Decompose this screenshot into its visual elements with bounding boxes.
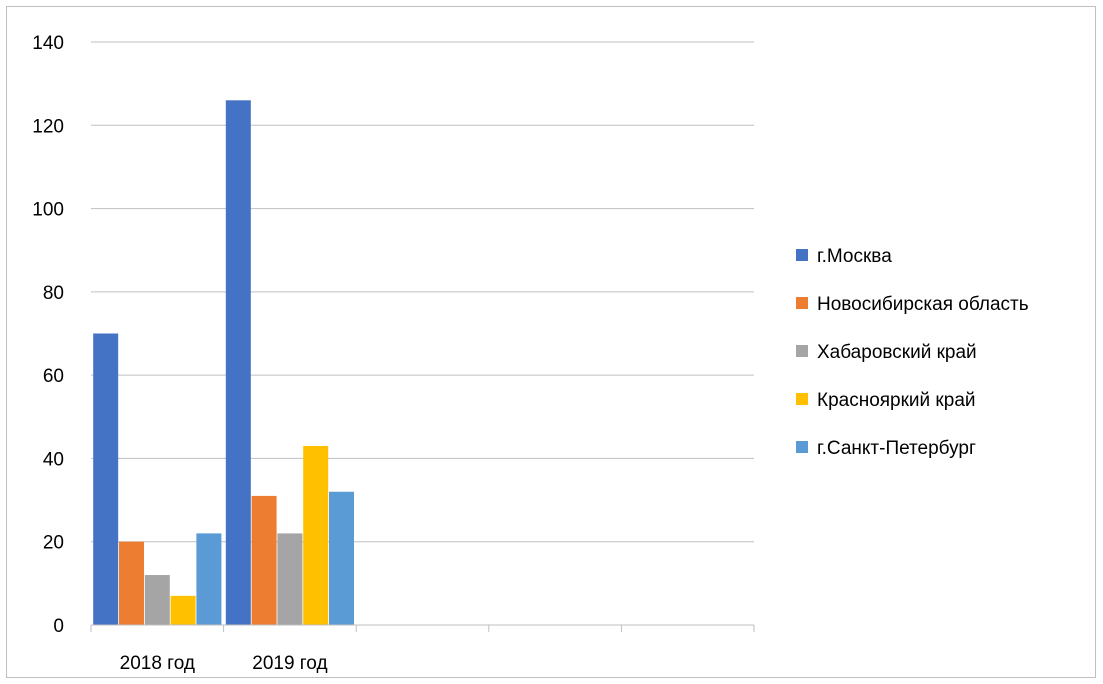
y-tick-label: 20: [43, 533, 64, 554]
bar: [196, 533, 222, 625]
bar: [303, 445, 329, 625]
legend-label: Хабаровский край: [817, 342, 977, 363]
x-tick-label: 2019 год: [252, 653, 327, 674]
y-tick-label: 40: [43, 449, 64, 470]
x-axis: 2018 год 2019 год: [90, 624, 755, 674]
bar: [93, 333, 119, 625]
y-tick-label: 120: [32, 116, 64, 137]
x-tick-label: 2018 год: [120, 653, 195, 674]
y-tick-label: 80: [43, 283, 64, 304]
bar: [251, 495, 277, 625]
bars: [93, 100, 354, 626]
bar: [329, 491, 354, 625]
legend-label: Новосибирская область: [817, 294, 1029, 315]
legend-label: г.Санкт-Петербург: [817, 438, 976, 459]
legend-label: Краснояркий край: [817, 390, 976, 411]
legend-swatch: [796, 393, 808, 405]
legend-swatch: [796, 297, 808, 309]
legend-swatch: [796, 441, 808, 453]
y-tick-label: 0: [53, 616, 64, 637]
legend-label: г.Москва: [817, 246, 892, 267]
legend: г.Москва Новосибирская область Хабаровский…: [796, 246, 1029, 459]
bar: [119, 541, 144, 625]
bar: [144, 575, 170, 625]
y-axis-ticks: 0 20 40 60 80 100 120 140: [32, 33, 64, 637]
legend-swatch: [796, 249, 808, 261]
legend-swatch: [796, 345, 808, 357]
bar: [170, 595, 196, 625]
gridlines: [91, 41, 754, 543]
bar: [277, 533, 303, 625]
y-tick-label: 100: [32, 200, 64, 221]
y-tick-label: 60: [43, 366, 64, 387]
bar: [225, 100, 251, 626]
chart-frame: [6, 6, 1096, 678]
y-tick-label: 140: [32, 33, 64, 54]
